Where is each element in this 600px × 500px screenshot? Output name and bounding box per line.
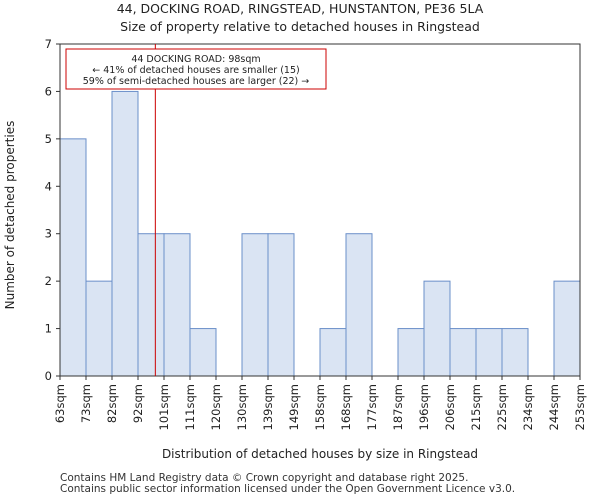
x-tick-label: 111sqm [183,384,197,430]
x-tick-label: 225sqm [495,384,509,430]
x-axis-label: Distribution of detached houses by size … [162,447,478,461]
x-tick-label: 244sqm [547,384,561,430]
x-tick-label: 177sqm [365,384,379,430]
annotation-box [65,48,327,90]
x-tick-label: 101sqm [157,384,171,430]
x-tick-label: 149sqm [287,384,301,430]
y-tick-label: 6 [45,84,52,98]
bar-244sqm [553,280,581,377]
chart-subtitle: Size of property relative to detached ho… [120,19,480,34]
bar-196sqm [423,280,451,377]
y-tick-label: 4 [45,179,52,193]
y-tick-label: 5 [45,132,52,146]
annotation-line-3: 59% of semi-detached houses are larger (… [83,76,310,87]
x-tick-label: 215sqm [469,384,483,430]
histogram-chart: 0 1 2 3 4 5 6 7 63sqm 73sqm 82sqm 92sqm 101sqm 111sq… [3,37,587,461]
y-axis-label: Number of detached properties [3,121,17,310]
bar-168sqm [345,233,373,377]
x-tick-label: 120sqm [209,384,223,430]
y-tick-label: 2 [45,274,52,288]
bars-group [59,90,581,377]
x-tick-label: 73sqm [79,384,93,423]
bar-215sqm [475,328,503,377]
bar-63sqm [59,138,87,377]
bar-187sqm [397,328,425,377]
x-tick-label: 82sqm [105,384,119,423]
y-tick-label: 7 [45,37,52,51]
x-tick-label: 168sqm [339,384,353,430]
x-tick-label: 92sqm [131,384,145,423]
y-tick-label: 3 [45,227,52,241]
bar-111sqm [189,328,217,377]
bar-139sqm [267,233,295,377]
y-axis: 0 1 2 3 4 5 6 7 [45,37,60,383]
footer-copyright: Contains HM Land Registry data © Crown c… [60,472,469,484]
x-tick-label: 130sqm [235,384,249,430]
x-tick-label: 253sqm [573,384,587,430]
annotation-line-2: ← 41% of detached houses are smaller (15… [92,65,299,76]
chart-title: 44, DOCKING ROAD, RINGSTEAD, HUNSTANTON,… [116,1,484,16]
y-tick-label: 1 [45,322,52,336]
annotation-line-1: 44 DOCKING ROAD: 98sqm [131,54,260,65]
footer-licence: Contains public sector information licen… [60,483,516,495]
y-tick-label: 0 [45,369,52,383]
x-tick-label: 139sqm [261,384,275,430]
x-tick-label: 63sqm [53,384,67,423]
bar-92sqm [137,233,165,377]
x-tick-label: 158sqm [313,384,327,430]
bar-73sqm [85,280,113,377]
bar-158sqm [319,328,347,377]
bar-225sqm [501,328,529,377]
x-axis: 63sqm 73sqm 82sqm 92sqm 101sqm 111sqm 120sqm 13… [53,376,587,430]
x-tick-label: 196sqm [417,384,431,430]
bar-130sqm [241,233,269,377]
x-tick-label: 206sqm [443,384,457,430]
x-tick-label: 187sqm [391,384,405,430]
bar-82sqm [111,90,139,377]
bar-101sqm [163,233,191,377]
x-tick-label: 234sqm [521,384,535,430]
bar-206sqm [449,328,477,377]
